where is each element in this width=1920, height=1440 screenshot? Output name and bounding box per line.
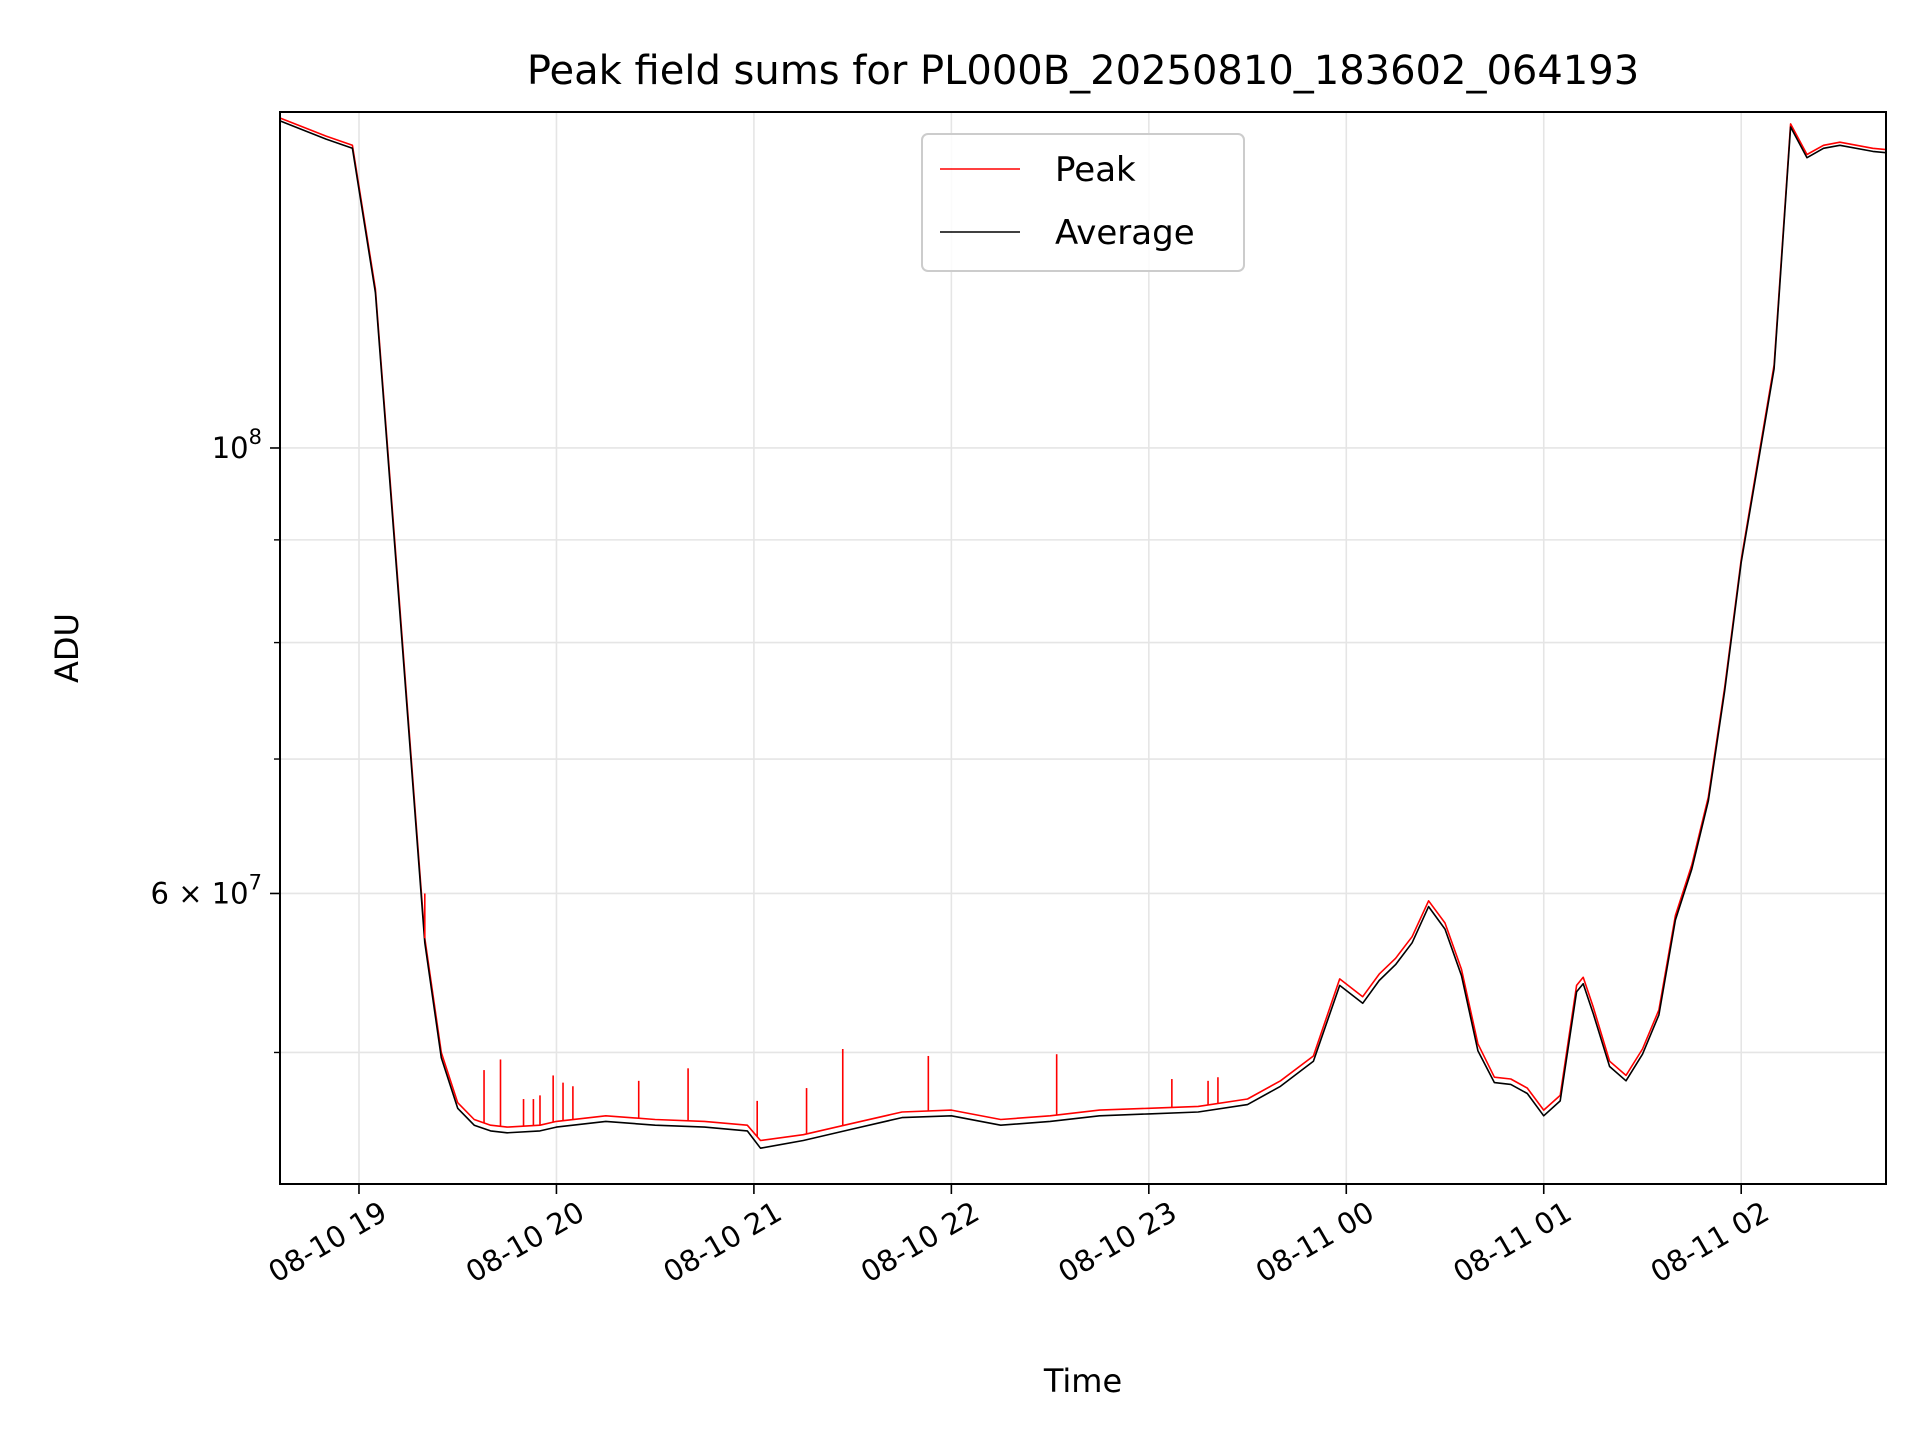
legend-label-peak: Peak: [1055, 150, 1136, 190]
y-tick-label: 108: [212, 425, 262, 465]
legend-label-average: Average: [1055, 213, 1195, 253]
legend: Peak Average: [921, 133, 1245, 272]
y-axis-title: ADU: [48, 613, 86, 683]
chart-title: Peak field sums for PL000B_20250810_1836…: [527, 48, 1639, 94]
series-line-average: [280, 120, 1886, 1149]
plot-frame: [279, 111, 1887, 1185]
series-line-peak: [280, 117, 1886, 1142]
x-axis-title: Time: [1043, 1362, 1122, 1400]
grid: [280, 112, 1886, 1184]
y-tick-label: 6 × 107: [151, 870, 262, 910]
